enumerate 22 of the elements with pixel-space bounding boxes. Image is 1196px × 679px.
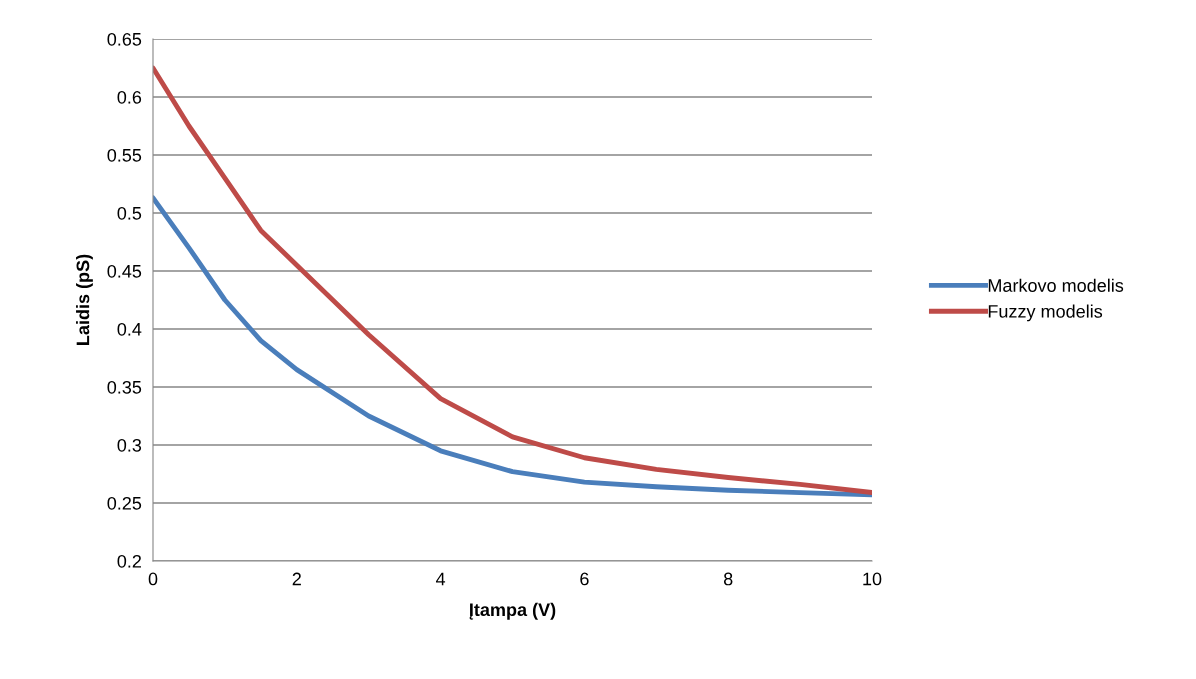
x-tick-label: 6 — [580, 572, 589, 586]
x-tick-label: 8 — [723, 572, 733, 586]
y-tick-label: 0.55 — [107, 148, 142, 162]
y-tick-label: 0.65 — [107, 32, 142, 46]
y-tick-label: 0.6 — [117, 90, 142, 104]
line-series — [153, 195, 872, 498]
line-series — [153, 65, 872, 495]
y-tick-label: 0.35 — [107, 380, 142, 394]
y-tick-label: 0.3 — [117, 438, 142, 452]
y-tick-label: 0.25 — [107, 496, 142, 510]
legend-label: Markovo modelis — [988, 278, 1124, 292]
x-tick-label: 0 — [148, 572, 158, 586]
x-tick-label: 10 — [863, 572, 882, 586]
x-axis-title: Įtampa (V) — [469, 602, 556, 620]
y-tick-label: 0.4 — [117, 322, 142, 336]
y-tick-label: 0.45 — [107, 264, 142, 278]
x-tick-label: 2 — [292, 572, 301, 586]
x-tick-label: 4 — [435, 572, 446, 586]
y-tick-label: 0.5 — [117, 206, 142, 220]
legend-label: Fuzzy modelis — [988, 304, 1103, 322]
y-tick-label: 0.2 — [117, 554, 141, 568]
y-axis-title: Laidis (pS) — [76, 254, 93, 345]
